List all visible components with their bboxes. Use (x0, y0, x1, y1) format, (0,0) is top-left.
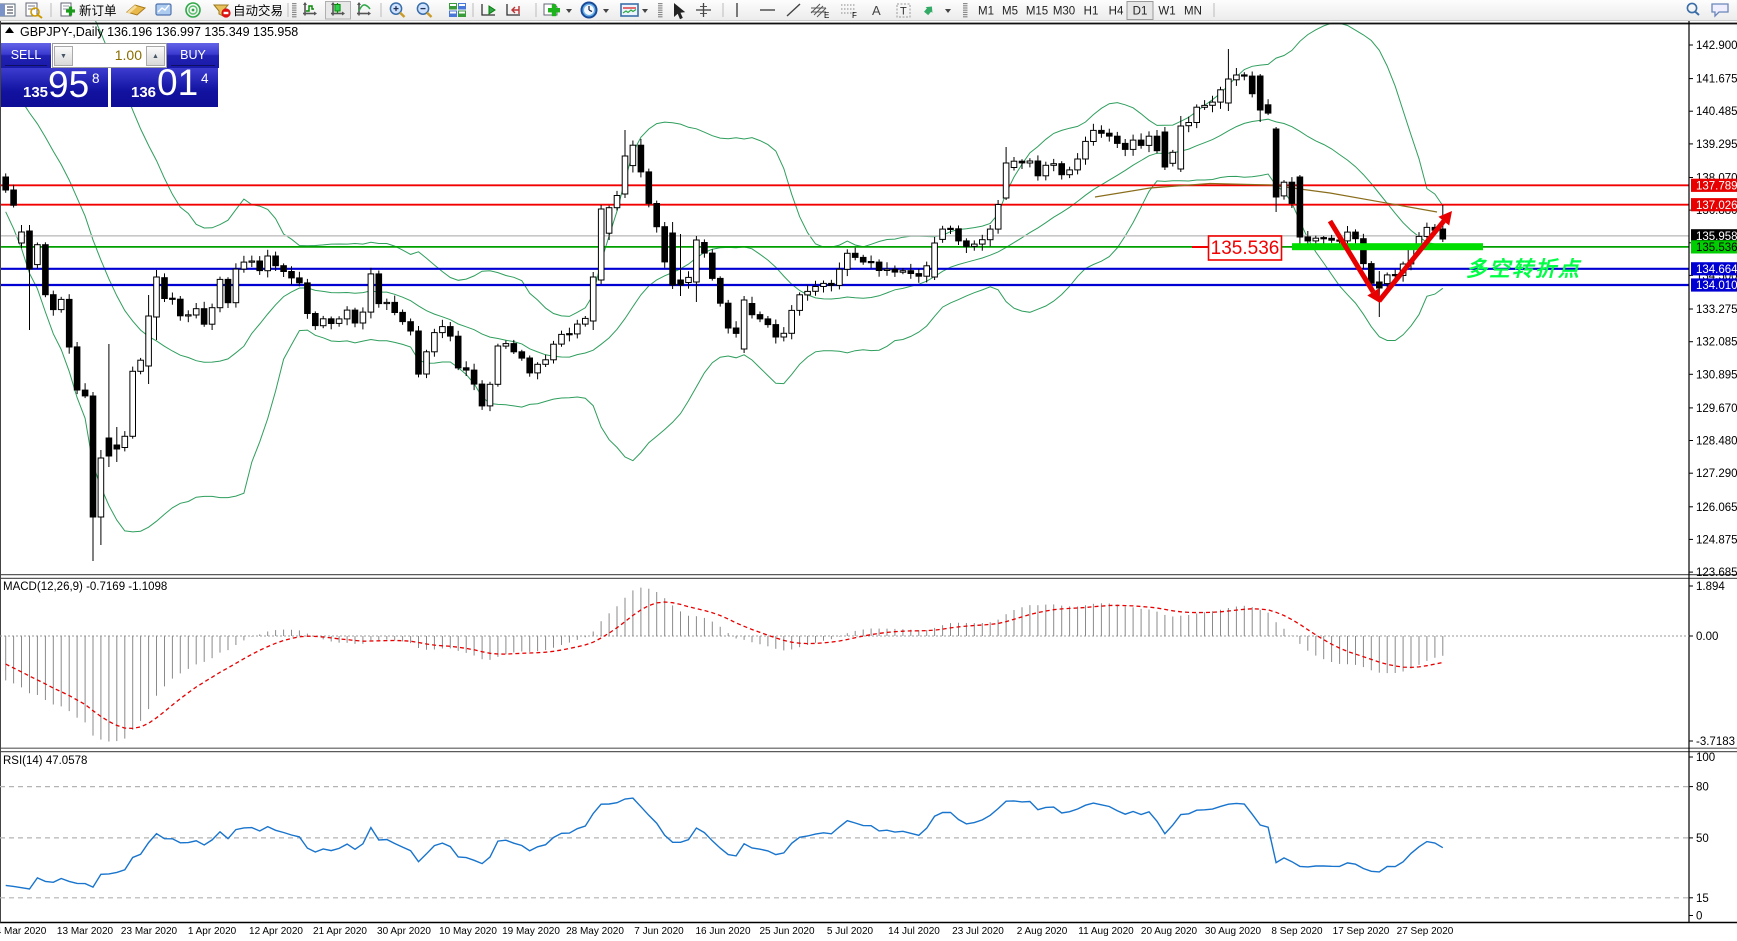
svg-text:124.875: 124.875 (1696, 534, 1737, 546)
svg-text:M5: M5 (1002, 6, 1018, 18)
svg-text:2 Aug 2020: 2 Aug 2020 (1017, 926, 1068, 937)
svg-text:13 Mar 2020: 13 Mar 2020 (57, 926, 114, 937)
svg-text:25 Jun 2020: 25 Jun 2020 (759, 926, 814, 937)
svg-text:137.789: 137.789 (1696, 181, 1737, 193)
svg-text:1 Apr 2020: 1 Apr 2020 (188, 926, 237, 937)
svg-text:MACD(12,26,9) -0.7169 -1.1098: MACD(12,26,9) -0.7169 -1.1098 (3, 581, 167, 593)
svg-text:M15: M15 (1026, 6, 1048, 18)
svg-text:30 Apr 2020: 30 Apr 2020 (377, 926, 431, 937)
svg-text:0: 0 (1696, 911, 1702, 923)
svg-text:5 Jul 2020: 5 Jul 2020 (827, 926, 874, 937)
svg-text:H4: H4 (1109, 6, 1124, 18)
svg-text:140.485: 140.485 (1696, 106, 1737, 118)
svg-text:14 Jul 2020: 14 Jul 2020 (888, 926, 940, 937)
svg-text:H1: H1 (1084, 6, 1099, 18)
svg-text:134.010: 134.010 (1696, 280, 1737, 292)
svg-text:D1: D1 (1133, 6, 1148, 18)
svg-text:E: E (824, 11, 829, 20)
svg-text:132.085: 132.085 (1696, 337, 1737, 349)
svg-text:30 Aug 2020: 30 Aug 2020 (1205, 926, 1262, 937)
svg-text:100: 100 (1696, 752, 1715, 764)
svg-text:130.895: 130.895 (1696, 369, 1737, 381)
svg-text:28 May 2020: 28 May 2020 (566, 926, 624, 937)
svg-text:127.290: 127.290 (1696, 468, 1737, 480)
svg-text:8 Sep 2020: 8 Sep 2020 (1271, 926, 1323, 937)
svg-text:新订单: 新订单 (79, 3, 117, 18)
svg-text:11 Aug 2020: 11 Aug 2020 (1078, 926, 1134, 937)
svg-text:50: 50 (1696, 833, 1709, 845)
svg-text:17 Sep 2020: 17 Sep 2020 (1333, 926, 1390, 937)
svg-text:128.480: 128.480 (1696, 436, 1737, 448)
svg-text:19 May 2020: 19 May 2020 (502, 926, 560, 937)
svg-text:W1: W1 (1158, 6, 1175, 18)
svg-text:23 Jul 2020: 23 Jul 2020 (952, 926, 1004, 937)
svg-text:MN: MN (1184, 6, 1202, 18)
svg-text:135.536: 135.536 (1696, 242, 1737, 254)
svg-text:12 Apr 2020: 12 Apr 2020 (249, 926, 303, 937)
svg-text:7 Jun 2020: 7 Jun 2020 (634, 926, 684, 937)
svg-text:10 May 2020: 10 May 2020 (439, 926, 497, 937)
svg-text:A: A (872, 3, 881, 18)
svg-text:133.275: 133.275 (1696, 304, 1737, 316)
svg-text:T: T (900, 6, 907, 18)
svg-text:多空转折点: 多空转折点 (1466, 257, 1582, 281)
svg-text:4 Mar 2020: 4 Mar 2020 (0, 926, 47, 937)
svg-text:142.900: 142.900 (1696, 40, 1737, 52)
svg-text:F: F (852, 11, 857, 20)
svg-text:139.295: 139.295 (1696, 139, 1737, 151)
svg-text:0.00: 0.00 (1696, 631, 1718, 643)
svg-text:RSI(14) 47.0578: RSI(14) 47.0578 (3, 755, 87, 767)
svg-text:27 Sep 2020: 27 Sep 2020 (1397, 926, 1454, 937)
svg-text:123.685: 123.685 (1696, 567, 1737, 579)
svg-text:141.675: 141.675 (1696, 74, 1737, 86)
svg-text:129.670: 129.670 (1696, 403, 1737, 415)
svg-text:21 Apr 2020: 21 Apr 2020 (313, 926, 367, 937)
svg-text:自动交易: 自动交易 (233, 3, 283, 18)
svg-text:M30: M30 (1053, 6, 1075, 18)
svg-text:15: 15 (1696, 893, 1709, 905)
svg-text:20 Aug 2020: 20 Aug 2020 (1141, 926, 1198, 937)
svg-text:23 Mar 2020: 23 Mar 2020 (121, 926, 178, 937)
svg-text:GBPJPY-,Daily 136.196 136.997: GBPJPY-,Daily 136.196 136.997 135.349 13… (20, 25, 298, 39)
svg-text:M1: M1 (978, 6, 994, 18)
svg-text:1.894: 1.894 (1696, 581, 1725, 593)
svg-text:126.065: 126.065 (1696, 502, 1737, 514)
svg-text:-3.7183: -3.7183 (1696, 736, 1735, 748)
svg-text:134.664: 134.664 (1696, 264, 1737, 276)
svg-text:80: 80 (1696, 782, 1709, 794)
svg-text:137.026: 137.026 (1696, 200, 1737, 212)
svg-text:135.536: 135.536 (1211, 238, 1280, 259)
svg-text:135.958: 135.958 (1696, 231, 1737, 243)
svg-text:16 Jun 2020: 16 Jun 2020 (695, 926, 750, 937)
